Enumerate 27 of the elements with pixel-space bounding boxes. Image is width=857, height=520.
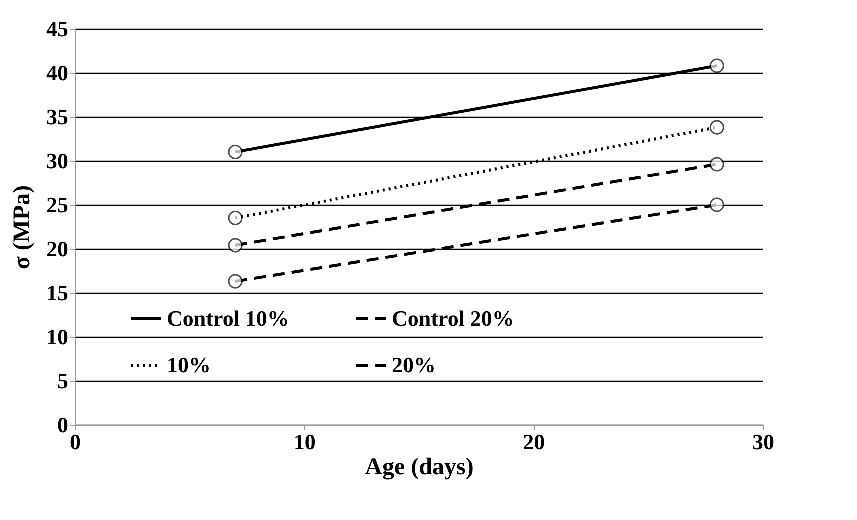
point xyxy=(710,157,724,172)
y-tick-label: 35 xyxy=(46,104,68,130)
y-tick-label: 20 xyxy=(46,236,68,262)
y-axis-title: σ (MPa) xyxy=(10,185,36,270)
y-tick-label: 0 xyxy=(58,412,68,438)
x-tick-label: 30 xyxy=(752,430,774,454)
y-tick-label: 5 xyxy=(58,368,68,394)
legend-label: 20% xyxy=(392,352,436,378)
y-tick-label: 10 xyxy=(46,324,68,350)
y-tick-label: 45 xyxy=(46,16,68,42)
legend-label: Control 20% xyxy=(392,306,514,331)
y-tick-label: 25 xyxy=(46,192,68,218)
x-tick-label: 20 xyxy=(523,430,546,454)
point xyxy=(710,198,724,212)
y-tick-label: 15 xyxy=(46,280,68,306)
x-axis-title: Age (days) xyxy=(365,454,474,480)
point xyxy=(228,238,243,253)
x-tick-label: 10 xyxy=(294,430,316,454)
legend-label: Control 10% xyxy=(167,306,290,331)
point xyxy=(710,120,724,135)
point xyxy=(228,210,243,226)
y-tick-label: 40 xyxy=(46,60,68,86)
y-tick-label: 30 xyxy=(46,148,68,174)
legend-label: 10% xyxy=(167,352,211,378)
point xyxy=(228,274,243,289)
point xyxy=(228,144,243,160)
point xyxy=(710,58,724,74)
